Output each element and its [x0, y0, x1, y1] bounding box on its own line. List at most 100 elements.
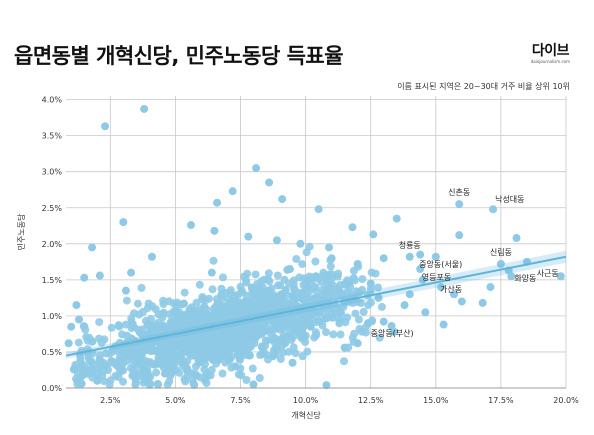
data-point: [374, 293, 383, 302]
cloud-point: [290, 298, 299, 307]
cloud-point: [275, 295, 284, 304]
cloud-point: [319, 268, 328, 277]
cloud-point: [243, 345, 252, 354]
cloud-point: [371, 269, 380, 278]
data-point: [353, 339, 362, 348]
cloud-point: [115, 322, 124, 331]
x-tick-label: 20.0%: [553, 396, 579, 405]
cloud-point: [179, 358, 188, 366]
cloud-point: [95, 351, 104, 360]
cloud-point: [133, 361, 142, 370]
cloud-point: [152, 368, 161, 377]
scatter-points: [64, 104, 565, 390]
cloud-point: [269, 352, 277, 361]
cloud-point: [88, 337, 97, 346]
data-point: [325, 243, 334, 252]
data-point: [80, 273, 89, 282]
cloud-point: [273, 271, 282, 280]
axes: 2.5% 5.0% 7.5% 10.0% 12.5% 15.0% 17.5% 20.0% 0.0…: [16, 96, 579, 420]
data-point: [512, 234, 521, 243]
cloud-point: [349, 274, 358, 282]
cloud-point: [177, 300, 186, 309]
cloud-point: [235, 336, 244, 345]
cloud-point: [374, 283, 382, 292]
cloud-point: [219, 273, 227, 282]
cloud-point: [271, 344, 280, 353]
data-point: [348, 223, 357, 232]
cloud-point: [321, 295, 330, 304]
cloud-point: [263, 296, 272, 305]
cloud-point: [99, 377, 108, 386]
trend-line: [65, 250, 567, 359]
labeled-point: [405, 252, 414, 261]
data-point: [431, 252, 440, 261]
cloud-point: [180, 288, 189, 297]
data-point: [127, 268, 136, 277]
data-point: [119, 218, 128, 227]
point-label: 중앙동(부산): [371, 328, 414, 338]
cloud-point: [259, 347, 268, 355]
data-point: [379, 317, 388, 326]
data-point: [252, 164, 261, 173]
cloud-point: [196, 350, 205, 359]
cloud-point: [319, 285, 328, 294]
x-tick-label: 15.0%: [423, 396, 449, 405]
cloud-point: [255, 374, 264, 382]
cloud-point: [322, 278, 331, 287]
cloud-point: [102, 349, 111, 358]
cloud-point: [377, 302, 386, 311]
cloud-point: [322, 328, 330, 337]
cloud-point: [213, 341, 222, 350]
point-label: 청룡동: [399, 241, 421, 250]
brand-logo-text: 다이브: [531, 43, 570, 59]
cloud-point: [153, 347, 161, 356]
cloud-point: [326, 291, 335, 300]
cloud-point: [185, 349, 194, 358]
data-point: [93, 376, 102, 385]
cloud-point: [172, 357, 181, 366]
cloud-point: [340, 280, 349, 289]
cloud-point: [321, 312, 330, 321]
cloud-point: [225, 354, 233, 363]
trend-line-path: [65, 255, 567, 357]
data-point: [335, 286, 344, 295]
cloud-point: [287, 331, 296, 339]
cloud-point: [145, 339, 154, 348]
cloud-point: [311, 328, 320, 337]
data-point: [147, 252, 156, 261]
cloud-point: [195, 280, 204, 289]
cloud-point: [175, 368, 184, 377]
cloud-point: [177, 351, 186, 360]
data-point: [455, 231, 464, 240]
data-point: [288, 358, 297, 367]
cloud-point: [298, 260, 307, 269]
x-tick-label: 10.0%: [293, 396, 319, 405]
cloud-point: [95, 318, 104, 327]
cloud-point: [279, 348, 287, 357]
data-point: [77, 379, 86, 388]
cloud-point: [87, 357, 96, 366]
cloud-point: [356, 299, 365, 307]
cloud-point: [263, 304, 271, 313]
cloud-point: [272, 320, 281, 329]
point-label: 낙성대동: [495, 194, 524, 204]
cloud-point: [295, 317, 304, 326]
cloud-point: [236, 282, 245, 291]
data-point: [265, 178, 274, 187]
data-point: [278, 195, 287, 204]
data-point: [306, 322, 315, 331]
data-point: [64, 339, 73, 348]
y-tick-label: 0.5%: [42, 348, 63, 357]
data-point: [213, 198, 222, 207]
cloud-point: [259, 288, 268, 297]
y-tick-label: 0.0%: [42, 384, 63, 393]
cloud-point: [246, 351, 254, 360]
point-label: 가산동: [440, 284, 462, 294]
cloud-point: [82, 333, 91, 342]
chart-title: 읍면동별 개혁신당, 민주노동당 득표율: [14, 44, 344, 68]
cloud-point: [248, 286, 257, 295]
data-point: [67, 322, 76, 331]
cloud-point: [359, 307, 368, 316]
x-tick-label: 17.5%: [488, 396, 514, 405]
data-point: [69, 365, 78, 374]
